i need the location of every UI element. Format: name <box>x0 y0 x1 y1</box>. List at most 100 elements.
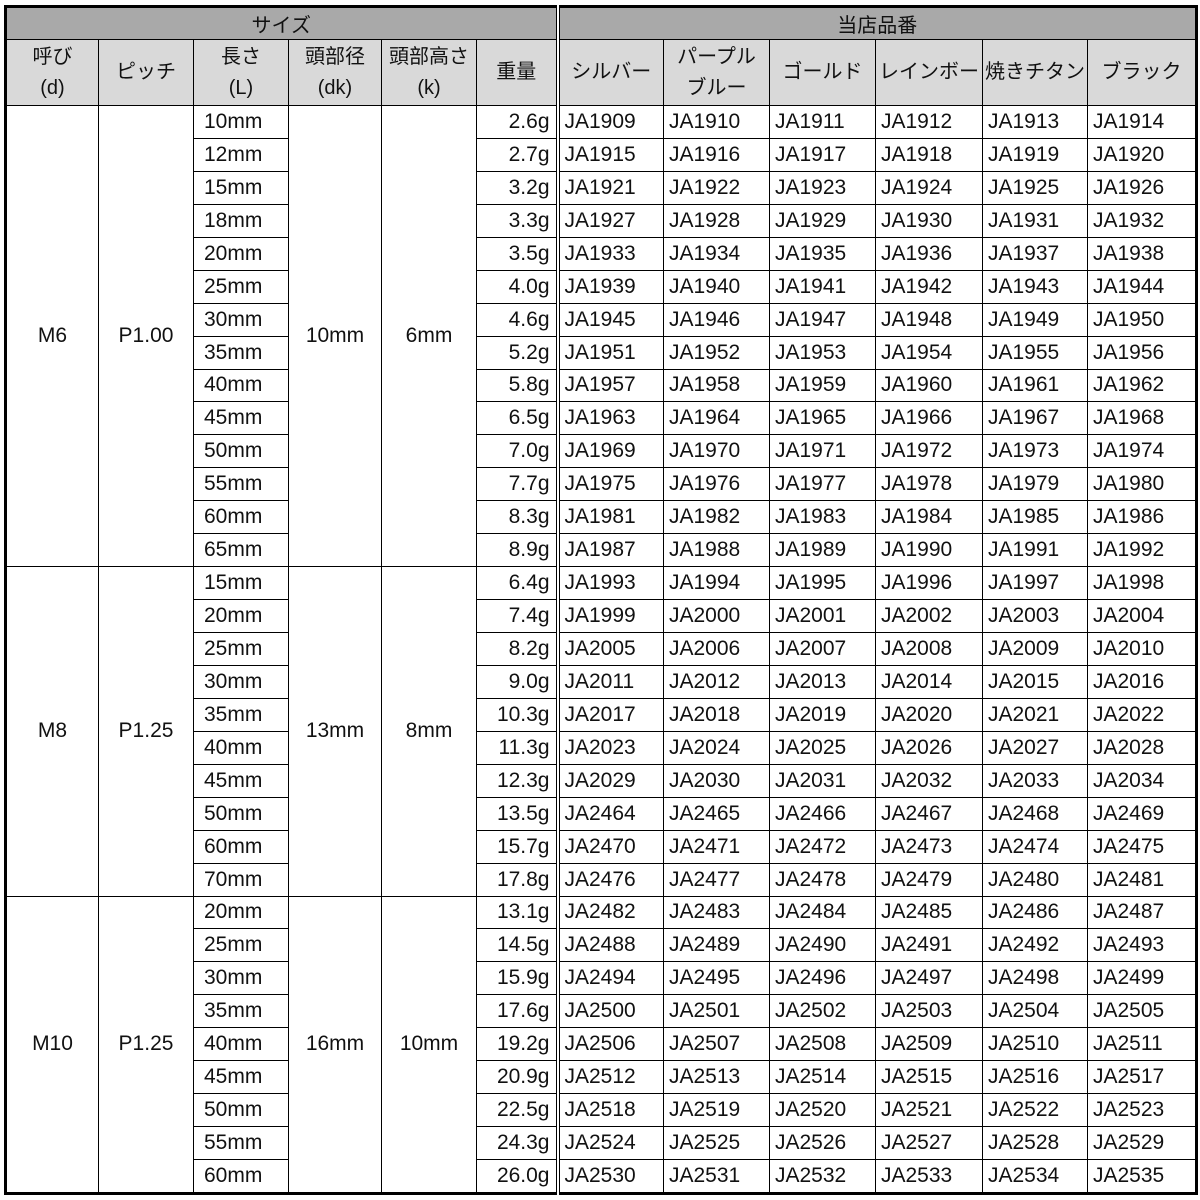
product-code-cell: JA2022 <box>1086 697 1198 732</box>
weight-cell: 6.4g <box>476 566 558 601</box>
product-code-cell: JA2475 <box>1086 829 1198 864</box>
product-code-cell: JA2485 <box>875 895 983 930</box>
product-code-cell: JA1946 <box>663 302 770 337</box>
product-code-cell: JA2482 <box>555 895 664 930</box>
product-code-cell: JA2513 <box>663 1060 770 1095</box>
product-code-cell: JA2476 <box>555 862 664 897</box>
table-row: 50mm 7.0g JA1969 JA1970 JA1971 JA1972 JA1973 JA… <box>6 434 1198 469</box>
product-code-cell: JA2008 <box>875 632 983 666</box>
weight-cell: 9.0g <box>476 664 558 699</box>
product-code-cell: JA2464 <box>555 796 664 831</box>
product-code-cell: JA1933 <box>555 236 664 271</box>
product-code-cell: JA1987 <box>555 533 664 568</box>
product-spec-table: サイズ 当店品番 呼び (d) ピッチ 長さ (L) 頭部径 (dk) 頭部高さ (k) 重量 シル… <box>4 5 1199 1195</box>
header-line1: 焼きチタン <box>985 61 1085 83</box>
table-row: 45mm 6.5g JA1963 JA1964 JA1965 JA1966 JA1967 JA… <box>6 401 1198 436</box>
table-row: 55mm 7.7g JA1975 JA1976 JA1977 JA1978 JA1979 JA… <box>6 467 1198 502</box>
head-height-cell: 8mm <box>381 566 477 897</box>
product-code-cell: JA1952 <box>663 335 770 370</box>
product-code-cell: JA1910 <box>663 105 770 139</box>
head-diameter-cell: 10mm <box>288 104 382 568</box>
length-cell: 40mm <box>193 730 289 765</box>
weight-cell: 8.3g <box>476 500 558 535</box>
group-header-row: サイズ 当店品番 <box>5 6 1198 40</box>
weight-cell: 17.6g <box>476 994 558 1029</box>
product-code-cell: JA1960 <box>875 368 983 403</box>
length-cell: 25mm <box>193 269 289 304</box>
product-code-cell: JA2496 <box>769 961 876 996</box>
header-line1: ゴールド <box>782 61 863 83</box>
product-code-cell: JA1999 <box>555 599 664 633</box>
product-code-cell: JA2515 <box>875 1060 983 1095</box>
product-code-cell: JA2505 <box>1086 994 1198 1029</box>
product-code-cell: JA1931 <box>982 203 1088 238</box>
product-code-cell: JA2030 <box>663 763 770 798</box>
product-code-cell: JA2029 <box>555 763 664 798</box>
product-code-cell: JA1973 <box>982 434 1088 469</box>
length-cell: 55mm <box>193 467 289 502</box>
product-code-cell: JA2531 <box>663 1159 770 1194</box>
product-code-cell: JA2511 <box>1086 1027 1198 1062</box>
product-code-cell: JA1918 <box>875 137 983 172</box>
table-row: 30mm 4.6g JA1945 JA1946 JA1947 JA1948 JA1949 JA… <box>6 302 1198 337</box>
product-code-cell: JA2486 <box>982 895 1088 930</box>
weight-cell: 8.2g <box>476 632 558 666</box>
weight-cell: 19.2g <box>476 1027 558 1062</box>
product-code-cell: JA1950 <box>1086 302 1198 337</box>
weight-cell: 8.9g <box>476 533 558 568</box>
weight-cell: 14.5g <box>476 928 558 963</box>
product-code-cell: JA2469 <box>1086 796 1198 831</box>
product-code-cell: JA1938 <box>1086 236 1198 271</box>
product-code-cell: JA2520 <box>769 1093 876 1128</box>
weight-cell: 15.9g <box>476 961 558 996</box>
product-code-cell: JA2526 <box>769 1126 876 1160</box>
product-code-cell: JA2014 <box>875 664 983 699</box>
product-code-cell: JA2518 <box>555 1093 664 1128</box>
product-code-cell: JA1921 <box>555 170 664 205</box>
head-height-cell: 10mm <box>381 895 477 1194</box>
table-row: M8 P1.25 15mm 13mm 8mm 6.4g JA1993 JA1994 JA1995… <box>5 566 1198 897</box>
product-code-cell: JA2024 <box>663 730 770 765</box>
product-code-cell: JA1953 <box>769 335 876 370</box>
product-code-cell: JA1966 <box>875 401 983 436</box>
product-code-cell: JA2472 <box>769 829 876 864</box>
code-group-header: 当店品番 <box>555 6 1198 40</box>
length-cell: 10mm <box>193 105 289 139</box>
product-code-cell: JA1975 <box>555 467 664 502</box>
product-code-cell: JA2480 <box>982 862 1088 897</box>
weight-cell: 5.8g <box>476 368 558 403</box>
length-cell: 25mm <box>193 632 289 666</box>
product-code-cell: JA2499 <box>1086 961 1198 996</box>
table-row: 60mm 8.3g JA1981 JA1982 JA1983 JA1984 JA1985 JA… <box>6 500 1198 535</box>
product-code-cell: JA2497 <box>875 961 983 996</box>
length-cell: 45mm <box>193 1060 289 1095</box>
column-header-weight: 重量 <box>476 39 558 106</box>
product-code-cell: JA1936 <box>875 236 983 271</box>
product-code-cell: JA1983 <box>769 500 876 535</box>
weight-cell: 3.5g <box>476 236 558 271</box>
product-code-cell: JA2020 <box>875 697 983 732</box>
weight-cell: 12.3g <box>476 763 558 798</box>
product-code-cell: JA2012 <box>663 664 770 699</box>
product-code-cell: JA1978 <box>875 467 983 502</box>
length-cell: 40mm <box>193 368 289 403</box>
product-code-cell: JA1967 <box>982 401 1088 436</box>
product-code-cell: JA2491 <box>875 928 983 963</box>
header-line1: ピッチ <box>116 61 176 83</box>
product-code-cell: JA1996 <box>875 566 983 601</box>
product-code-cell: JA2483 <box>663 895 770 930</box>
header-line1: 頭部高さ <box>389 45 469 68</box>
pitch-cell: P1.25 <box>98 566 194 897</box>
product-code-cell: JA2493 <box>1086 928 1198 963</box>
weight-cell: 11.3g <box>476 730 558 765</box>
weight-cell: 7.7g <box>476 467 558 502</box>
column-header-row: 呼び (d) ピッチ 長さ (L) 頭部径 (dk) 頭部高さ (k) 重量 シルバー パープル ブルー… <box>5 39 1198 106</box>
product-code-cell: JA2529 <box>1086 1126 1198 1160</box>
product-code-cell: JA2010 <box>1086 632 1198 666</box>
weight-cell: 7.0g <box>476 434 558 469</box>
product-code-cell: JA2517 <box>1086 1060 1198 1095</box>
product-code-cell: JA2535 <box>1086 1159 1198 1194</box>
product-code-cell: JA2489 <box>663 928 770 963</box>
weight-cell: 15.7g <box>476 829 558 864</box>
product-code-cell: JA1919 <box>982 137 1088 172</box>
